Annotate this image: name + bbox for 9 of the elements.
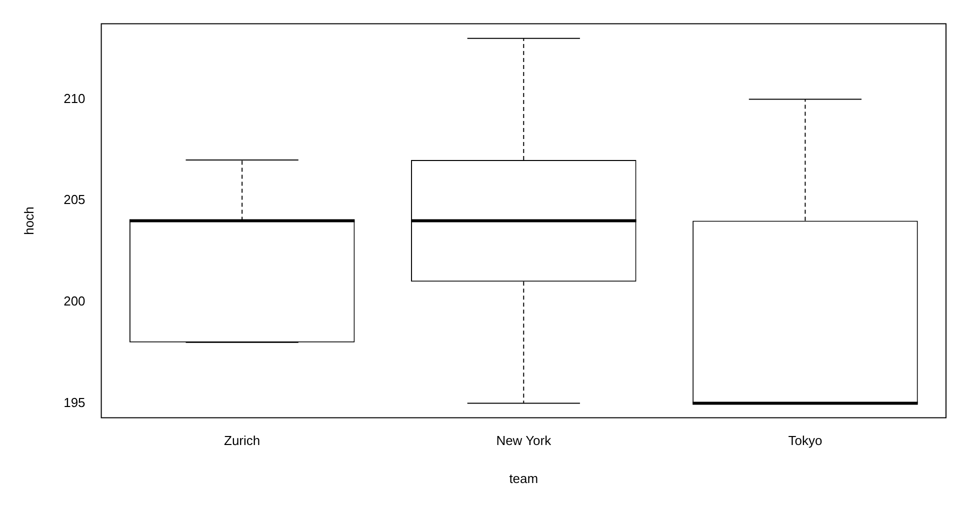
y-tick-label: 195	[64, 394, 86, 410]
y-tick-label: 210	[64, 90, 86, 106]
x-axis-title: team	[509, 470, 538, 486]
x-tick-label: Zurich	[224, 433, 260, 448]
y-tick-label: 200	[64, 293, 86, 308]
y-axis-title: hoch	[21, 206, 36, 235]
x-tick-label: Tokyo	[788, 433, 822, 448]
y-tick-label: 205	[64, 192, 86, 208]
x-tick-label: New York	[496, 433, 552, 448]
